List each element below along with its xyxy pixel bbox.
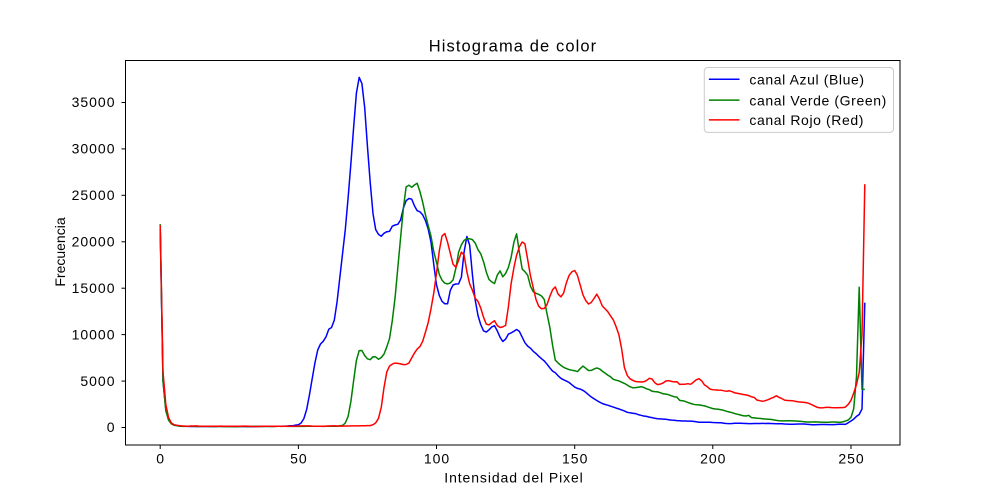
svg-text:200: 200 [700, 451, 726, 467]
svg-text:Histograma de color: Histograma de color [429, 38, 598, 56]
svg-text:5000: 5000 [80, 373, 115, 389]
svg-text:10000: 10000 [72, 326, 116, 342]
svg-text:25000: 25000 [72, 187, 116, 203]
svg-text:canal Verde (Green): canal Verde (Green) [749, 92, 886, 108]
svg-text:30000: 30000 [72, 141, 116, 157]
svg-text:Frecuencia: Frecuencia [52, 217, 68, 286]
svg-text:0: 0 [107, 419, 116, 435]
svg-text:50: 50 [290, 451, 308, 467]
svg-text:15000: 15000 [72, 280, 116, 296]
svg-text:canal Rojo (Red): canal Rojo (Red) [749, 112, 864, 128]
svg-text:canal Azul (Blue): canal Azul (Blue) [749, 72, 864, 88]
svg-text:0: 0 [156, 451, 165, 467]
svg-text:100: 100 [424, 451, 450, 467]
svg-text:150: 150 [562, 451, 588, 467]
svg-text:Intensidad del Pixel: Intensidad del Pixel [444, 470, 583, 486]
svg-text:20000: 20000 [72, 234, 116, 250]
svg-text:250: 250 [838, 451, 864, 467]
svg-text:35000: 35000 [72, 94, 116, 110]
